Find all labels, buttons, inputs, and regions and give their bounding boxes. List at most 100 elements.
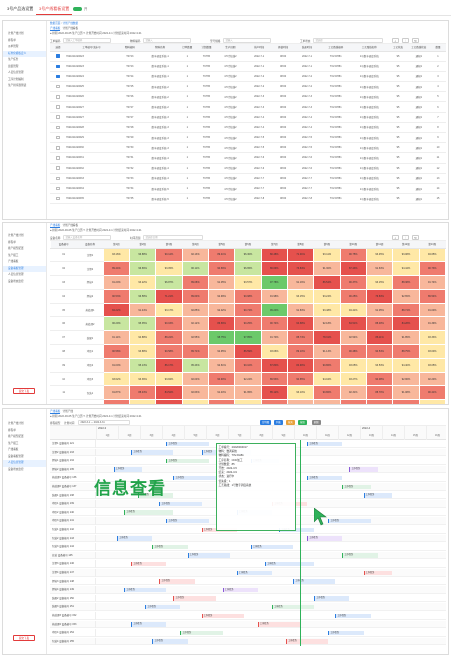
sidebar-item[interactable]: 设备状态监控 xyxy=(8,467,24,471)
sidebar-item[interactable]: 人员信息管理 xyxy=(8,273,24,276)
table-row[interactable]: 7021011020623 T0723 数字调度系统-1 1 T0765 4.5寸绞线2 2… xyxy=(50,61,446,72)
date-range-input[interactable]: 2022-3-1 — 2022-3-31 xyxy=(78,420,130,425)
work-order-code-input[interactable]: 请输入工单编码 xyxy=(63,37,111,43)
gantt-task-bar[interactable]: 工序任务 xyxy=(159,501,202,507)
filter-icon[interactable]: ⫶ xyxy=(402,37,409,43)
gantt-task-bar[interactable]: 工序任务 xyxy=(293,579,336,584)
gantt-task-bar[interactable]: 工序任务 xyxy=(272,604,315,610)
gantt-view-button[interactable]: 甘特图 xyxy=(260,420,272,425)
table-row[interactable]: 7021011020632 T0732 数字调度系统-4 1 T0765 4.5寸绞线2 2… xyxy=(50,163,446,174)
gantt-task-bar[interactable]: 工序任务 xyxy=(166,518,209,524)
sidebar-item[interactable]: 工序计划编制 xyxy=(8,77,24,81)
subtab-plan-board[interactable]: 计划产线看板 xyxy=(62,27,79,30)
row-checkbox[interactable] xyxy=(56,186,60,191)
filter-icon[interactable]: ⫶ xyxy=(402,234,409,240)
sidebar-item[interactable]: 派单管理 xyxy=(8,45,19,48)
sidebar-item[interactable]: 计划产线计划 xyxy=(8,234,24,237)
sidebar-item[interactable]: 排程单 xyxy=(8,240,16,244)
refresh-icon[interactable]: ↻ xyxy=(412,37,419,43)
table-row[interactable]: 7021011020633 T0733 数字调度系统-4 1 T0765 4.5寸绞线2 2… xyxy=(50,173,446,184)
row-checkbox[interactable] xyxy=(56,166,60,170)
date-range-input[interactable]: 请选择日期 xyxy=(143,234,203,240)
row-checkbox[interactable] xyxy=(56,105,60,109)
gantt-task-bar[interactable]: 工序任务 xyxy=(307,475,343,481)
submit-button[interactable]: 提交下发 xyxy=(13,635,35,641)
gantt-task-bar[interactable]: 工序任务 xyxy=(307,536,343,541)
table-row[interactable]: 7021011020625 T0725 数字调度系统-2 1 T0765 4.5寸绞线2 2… xyxy=(50,81,446,93)
row-checkbox[interactable] xyxy=(56,54,60,58)
table-row[interactable]: 7021011020635 T0735 数字调度系统-5 1 T0765 4.5寸绞线2 2… xyxy=(50,193,446,205)
gantt-task-bar[interactable]: 工序任务 xyxy=(138,493,174,498)
sidebar-item[interactable]: 设备看板管理 xyxy=(3,265,46,272)
gantt-task-bar[interactable]: 工序任务 xyxy=(342,484,371,490)
gantt-task-bar[interactable]: 工序任务 xyxy=(173,475,230,481)
submit-button[interactable]: 提交下发 xyxy=(13,388,35,394)
list-view-button[interactable]: 列表 xyxy=(274,420,283,425)
gantt-task-bar[interactable]: 工序任务 xyxy=(307,441,343,447)
row-checkbox[interactable] xyxy=(56,146,60,150)
gantt-task-bar[interactable]: 工序任务 xyxy=(131,622,167,627)
search-icon[interactable]: ⌕ xyxy=(392,37,399,43)
gantt-task-bar[interactable]: 工序任务 xyxy=(131,450,174,455)
gantt-task-bar[interactable]: 工序任务 xyxy=(180,630,223,636)
gantt-task-bar[interactable]: 工序任务 xyxy=(363,493,392,498)
gantt-task-bar[interactable]: 工序任务 xyxy=(131,561,167,567)
gantt-task-bar[interactable]: 工序任务 xyxy=(222,587,258,593)
gantt-task-bar[interactable]: 工序任务 xyxy=(257,622,301,627)
row-checkbox[interactable] xyxy=(56,84,60,89)
sidebar-item[interactable]: 产线看板 xyxy=(8,448,19,451)
table-row[interactable]: 7021011020634 T0734 数字调度系统-5 1 T0765 4.5寸绞线2 2… xyxy=(50,183,446,195)
gantt-task-bar[interactable]: 工序任务 xyxy=(201,613,244,619)
sidebar-item[interactable]: 生产报工 xyxy=(8,441,19,445)
sidebar-item[interactable]: 生产排序器测试 xyxy=(8,84,27,87)
table-row[interactable]: 7021011020624 T0724 数字调度系统-1 1 T0765 4.5寸绞线2 2… xyxy=(50,71,446,83)
gantt-task-bar[interactable]: 工序任务 xyxy=(328,630,364,636)
gantt-task-bar[interactable]: 工序任务 xyxy=(250,544,294,550)
gantt-task-bar[interactable]: 工序任务 xyxy=(124,587,167,593)
table-row[interactable]: 7021011020629 T0729 数字调度系统-3 1 T0765 4.5寸绞线2 2… xyxy=(50,132,446,144)
row-checkbox[interactable] xyxy=(56,125,60,130)
gantt-task-bar[interactable]: 工序任务 xyxy=(166,441,209,447)
gantt-task-bar[interactable]: 工序任务 xyxy=(159,579,195,584)
gantt-task-bar[interactable]: 工序任务 xyxy=(264,561,315,567)
subtab-line-board[interactable]: 产线看板 xyxy=(50,224,61,228)
sidebar-item[interactable]: 排产模型配置 xyxy=(8,435,24,438)
gantt-task-bar[interactable]: 工序任务 xyxy=(113,467,142,472)
row-checkbox[interactable] xyxy=(56,95,60,99)
sidebar-item[interactable]: 排产模型配置 xyxy=(8,247,24,250)
row-checkbox[interactable] xyxy=(56,64,60,69)
table-row[interactable]: 7021011020628 T0728 数字调度系统-3 1 T0765 4.5寸绞线2 2… xyxy=(50,122,446,134)
row-checkbox[interactable] xyxy=(56,156,60,160)
week-view-button[interactable]: 按周 xyxy=(298,420,307,425)
device-name-input[interactable]: 请输入设备名称 xyxy=(63,234,111,240)
gantt-task-bar[interactable]: 工序任务 xyxy=(152,639,188,644)
gantt-task-bar[interactable]: 工序任务 xyxy=(314,596,350,601)
row-checkbox[interactable] xyxy=(56,196,60,201)
gantt-task-bar[interactable]: 工序任务 xyxy=(328,518,371,524)
tab-line-board-settings[interactable]: 3号产线看板设置 xyxy=(36,3,73,15)
gantt-task-bar[interactable]: 工序任务 xyxy=(187,553,230,558)
sidebar-item[interactable]: 计划产线计划 xyxy=(8,32,24,35)
sidebar-item[interactable]: 生产报工 xyxy=(8,253,19,257)
sidebar-item[interactable]: 生产任务 xyxy=(8,58,19,61)
table-row[interactable]: 7021011020627 T0727 数字调度系统-2 1 T0765 4.5寸绞线2 2… xyxy=(50,101,446,113)
toggle-switch[interactable] xyxy=(73,7,82,11)
table-row[interactable]: 7021011020626 T0726 数字调度系统-2 1 T0765 4.5寸绞线2 2… xyxy=(50,91,446,103)
row-checkbox[interactable] xyxy=(56,135,60,140)
sidebar-item[interactable]: 人员信息管理 xyxy=(3,460,46,467)
subtab-plan-board[interactable]: 计划产线看板 xyxy=(62,224,79,227)
row-checkbox[interactable] xyxy=(56,115,60,119)
search-icon[interactable]: ⌕ xyxy=(392,234,399,240)
sidebar-item[interactable]: 标准化模板定义 xyxy=(3,50,46,57)
gantt-task-bar[interactable]: 工序任务 xyxy=(117,536,153,541)
gantt-task-bar[interactable]: 工序任务 xyxy=(335,613,371,619)
gantt-task-bar[interactable]: 工序任务 xyxy=(342,553,378,558)
gantt-task-bar[interactable]: 工序任务 xyxy=(286,639,329,644)
sidebar-item[interactable]: 计划产线计划 xyxy=(8,422,24,425)
subtab-line-board[interactable]: 产线看板 xyxy=(50,410,61,414)
gantt-task-bar[interactable]: 工序任务 xyxy=(166,458,209,464)
spec-input[interactable]: 请输入 xyxy=(223,37,271,43)
gantt-task-bar[interactable]: 工序任务 xyxy=(152,544,188,550)
gantt-task-bar[interactable]: 工序任务 xyxy=(124,510,174,515)
refresh-icon[interactable]: ↻ xyxy=(412,234,419,240)
